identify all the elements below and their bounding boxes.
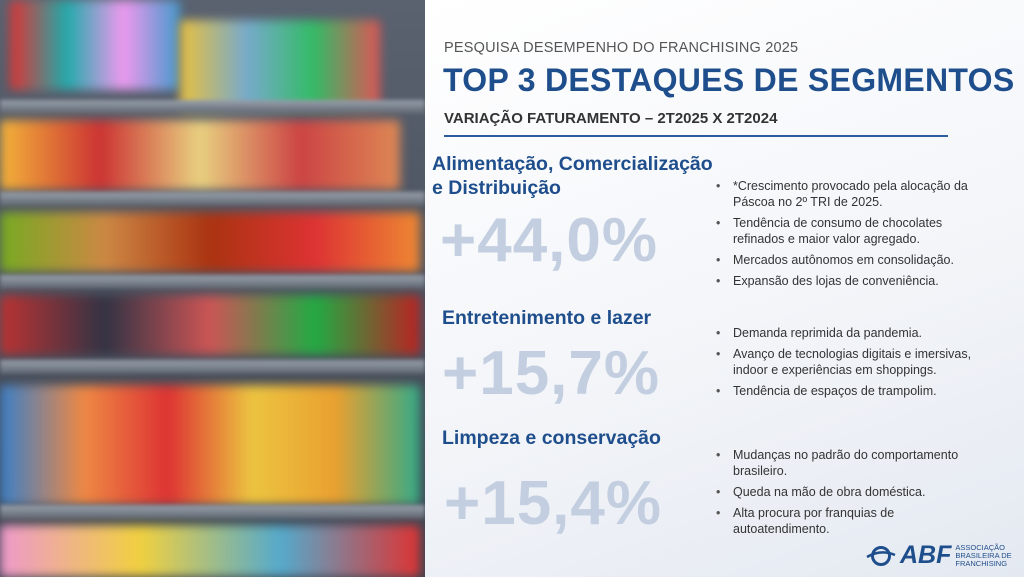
bullet-item: Tendência de consumo de chocolates refin… — [716, 215, 986, 247]
bullet-item: Avanço de tecnologias digitais e imersiv… — [716, 346, 986, 378]
segment-percent: +15,7% — [442, 339, 661, 408]
bullet-item: Expansão des lojas de conveniência. — [716, 273, 986, 289]
segment-heading: Alimentação, Comercialização e Distribuiç… — [432, 152, 713, 200]
segment-percent: +15,4% — [444, 469, 663, 538]
segment-percent: +44,0% — [440, 206, 659, 275]
segment-name-line2: e Distribuição — [432, 177, 561, 199]
globe-icon — [866, 545, 896, 566]
bullet-item: Tendência de espaços de trampolim. — [716, 383, 986, 399]
bullet-item: Mercados autônomos em consolidação. — [716, 252, 986, 268]
bullet-item: Queda na mão de obra doméstica. — [716, 484, 986, 500]
bullet-item: Alta procura por franquias de autoatendi… — [716, 505, 986, 537]
bullet-list: Mudanças no padrão do comportamento bras… — [716, 447, 986, 542]
segment-heading: Entretenimento e lazer — [442, 307, 652, 329]
bullet-list: Demanda reprimida da pandemia. Avanço de… — [716, 325, 986, 404]
bullet-item: Demanda reprimida da pandemia. — [716, 325, 986, 341]
divider — [444, 135, 948, 137]
kicker-text: PESQUISA DESEMPENHO DO FRANCHISING 2025 — [444, 40, 799, 56]
abf-logo: ABF ASSOCIAÇÃO BRASILEIRA DE FRANCHISING — [866, 541, 1012, 570]
logo-mark: ABF — [900, 541, 952, 569]
logo-text: ASSOCIAÇÃO BRASILEIRA DE FRANCHISING — [955, 542, 1012, 568]
segment-name: Alimentação, Comercialização — [432, 153, 713, 175]
store-shelf-photo — [0, 0, 425, 577]
page-title: TOP 3 DESTAQUES DE SEGMENTOS — [443, 62, 1015, 98]
subtitle: VARIAÇÃO FATURAMENTO – 2T2025 X 2T2024 — [444, 110, 778, 127]
bullet-item: Mudanças no padrão do comportamento bras… — [716, 447, 986, 479]
bullet-list: *Crescimento provocado pela alocação da … — [716, 178, 986, 294]
bullet-item: *Crescimento provocado pela alocação da … — [716, 178, 986, 210]
segment-heading: Limpeza e conservação — [442, 427, 661, 449]
